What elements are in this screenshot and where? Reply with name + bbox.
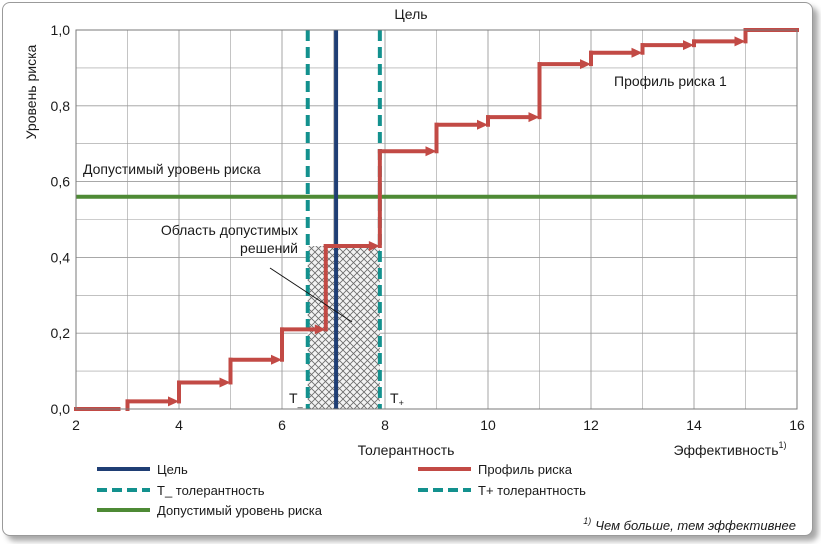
y-axis-label: Уровень риска — [23, 44, 39, 139]
profile-label: Профиль риска 1 — [614, 73, 727, 89]
profile-arrowhead — [683, 40, 694, 51]
profile-arrowhead — [219, 377, 231, 388]
footnote: 1) Чем больше, тем эффективнее — [583, 516, 796, 533]
acceptable-level-label: Допустимый уровень риска — [83, 161, 261, 177]
y-tick-label: 0,6 — [51, 174, 71, 190]
feasible-region-label-line1: Область допустимых — [161, 222, 298, 238]
x-axis-label-secondary: Эффективность1) — [673, 440, 786, 458]
t-plus-marker: T+ — [390, 390, 404, 408]
profile-arrowhead — [314, 324, 326, 335]
profile-arrowhead — [271, 354, 282, 365]
plot-border — [75, 29, 798, 410]
x-tick-label: 14 — [686, 417, 702, 433]
profile-arrowhead — [631, 47, 643, 58]
risk-profile-series — [74, 28, 799, 411]
legend-acceptable-label: Допустимый уровень риска — [157, 503, 323, 518]
y-tick-label: 0,8 — [51, 98, 71, 114]
x-tick-label: 8 — [381, 417, 389, 433]
x-axis-label: Толерантность — [358, 442, 455, 458]
y-tick-label: 0,2 — [51, 325, 71, 341]
x-tick-label: 12 — [583, 417, 599, 433]
feasible-region-label-line2: решений — [240, 240, 298, 256]
figure-frame — [2, 2, 813, 536]
profile-arrowhead — [368, 241, 380, 252]
chart-legend: Цель T_ толерантность Допустимый уровень… — [97, 462, 586, 518]
profile-arrowhead — [477, 119, 488, 130]
x-tick-label: 16 — [789, 417, 805, 433]
x-tick-label: 6 — [278, 417, 286, 433]
profile-arrowhead — [528, 112, 540, 123]
y-tick-label: 0,4 — [51, 249, 71, 265]
legend-target-label: Цель — [157, 462, 188, 477]
profile-arrowhead — [168, 396, 179, 407]
legend-t-minus-label: T_ толерантность — [157, 483, 265, 498]
y-tick-label: 0,0 — [51, 401, 71, 417]
profile-arrowhead — [734, 36, 746, 47]
profile-arrowhead — [580, 59, 591, 70]
feasible-region-pointer — [269, 267, 353, 323]
chart-title: Цель — [394, 6, 427, 22]
axis-ticks: 2 4 6 8 10 12 14 16 0,0 0,2 0,4 0,6 0,8 1,0 — [51, 22, 805, 433]
legend-t-plus-label: T+ толерантность — [478, 483, 586, 498]
legend-profile-label: Профиль риска — [478, 462, 573, 477]
y-tick-label: 1,0 — [51, 22, 71, 38]
x-tick-label: 2 — [72, 417, 80, 433]
x-tick-label: 4 — [175, 417, 183, 433]
x-tick-label: 10 — [480, 417, 496, 433]
profile-arrowhead — [425, 146, 437, 157]
t-minus-marker: T_ — [289, 390, 304, 408]
